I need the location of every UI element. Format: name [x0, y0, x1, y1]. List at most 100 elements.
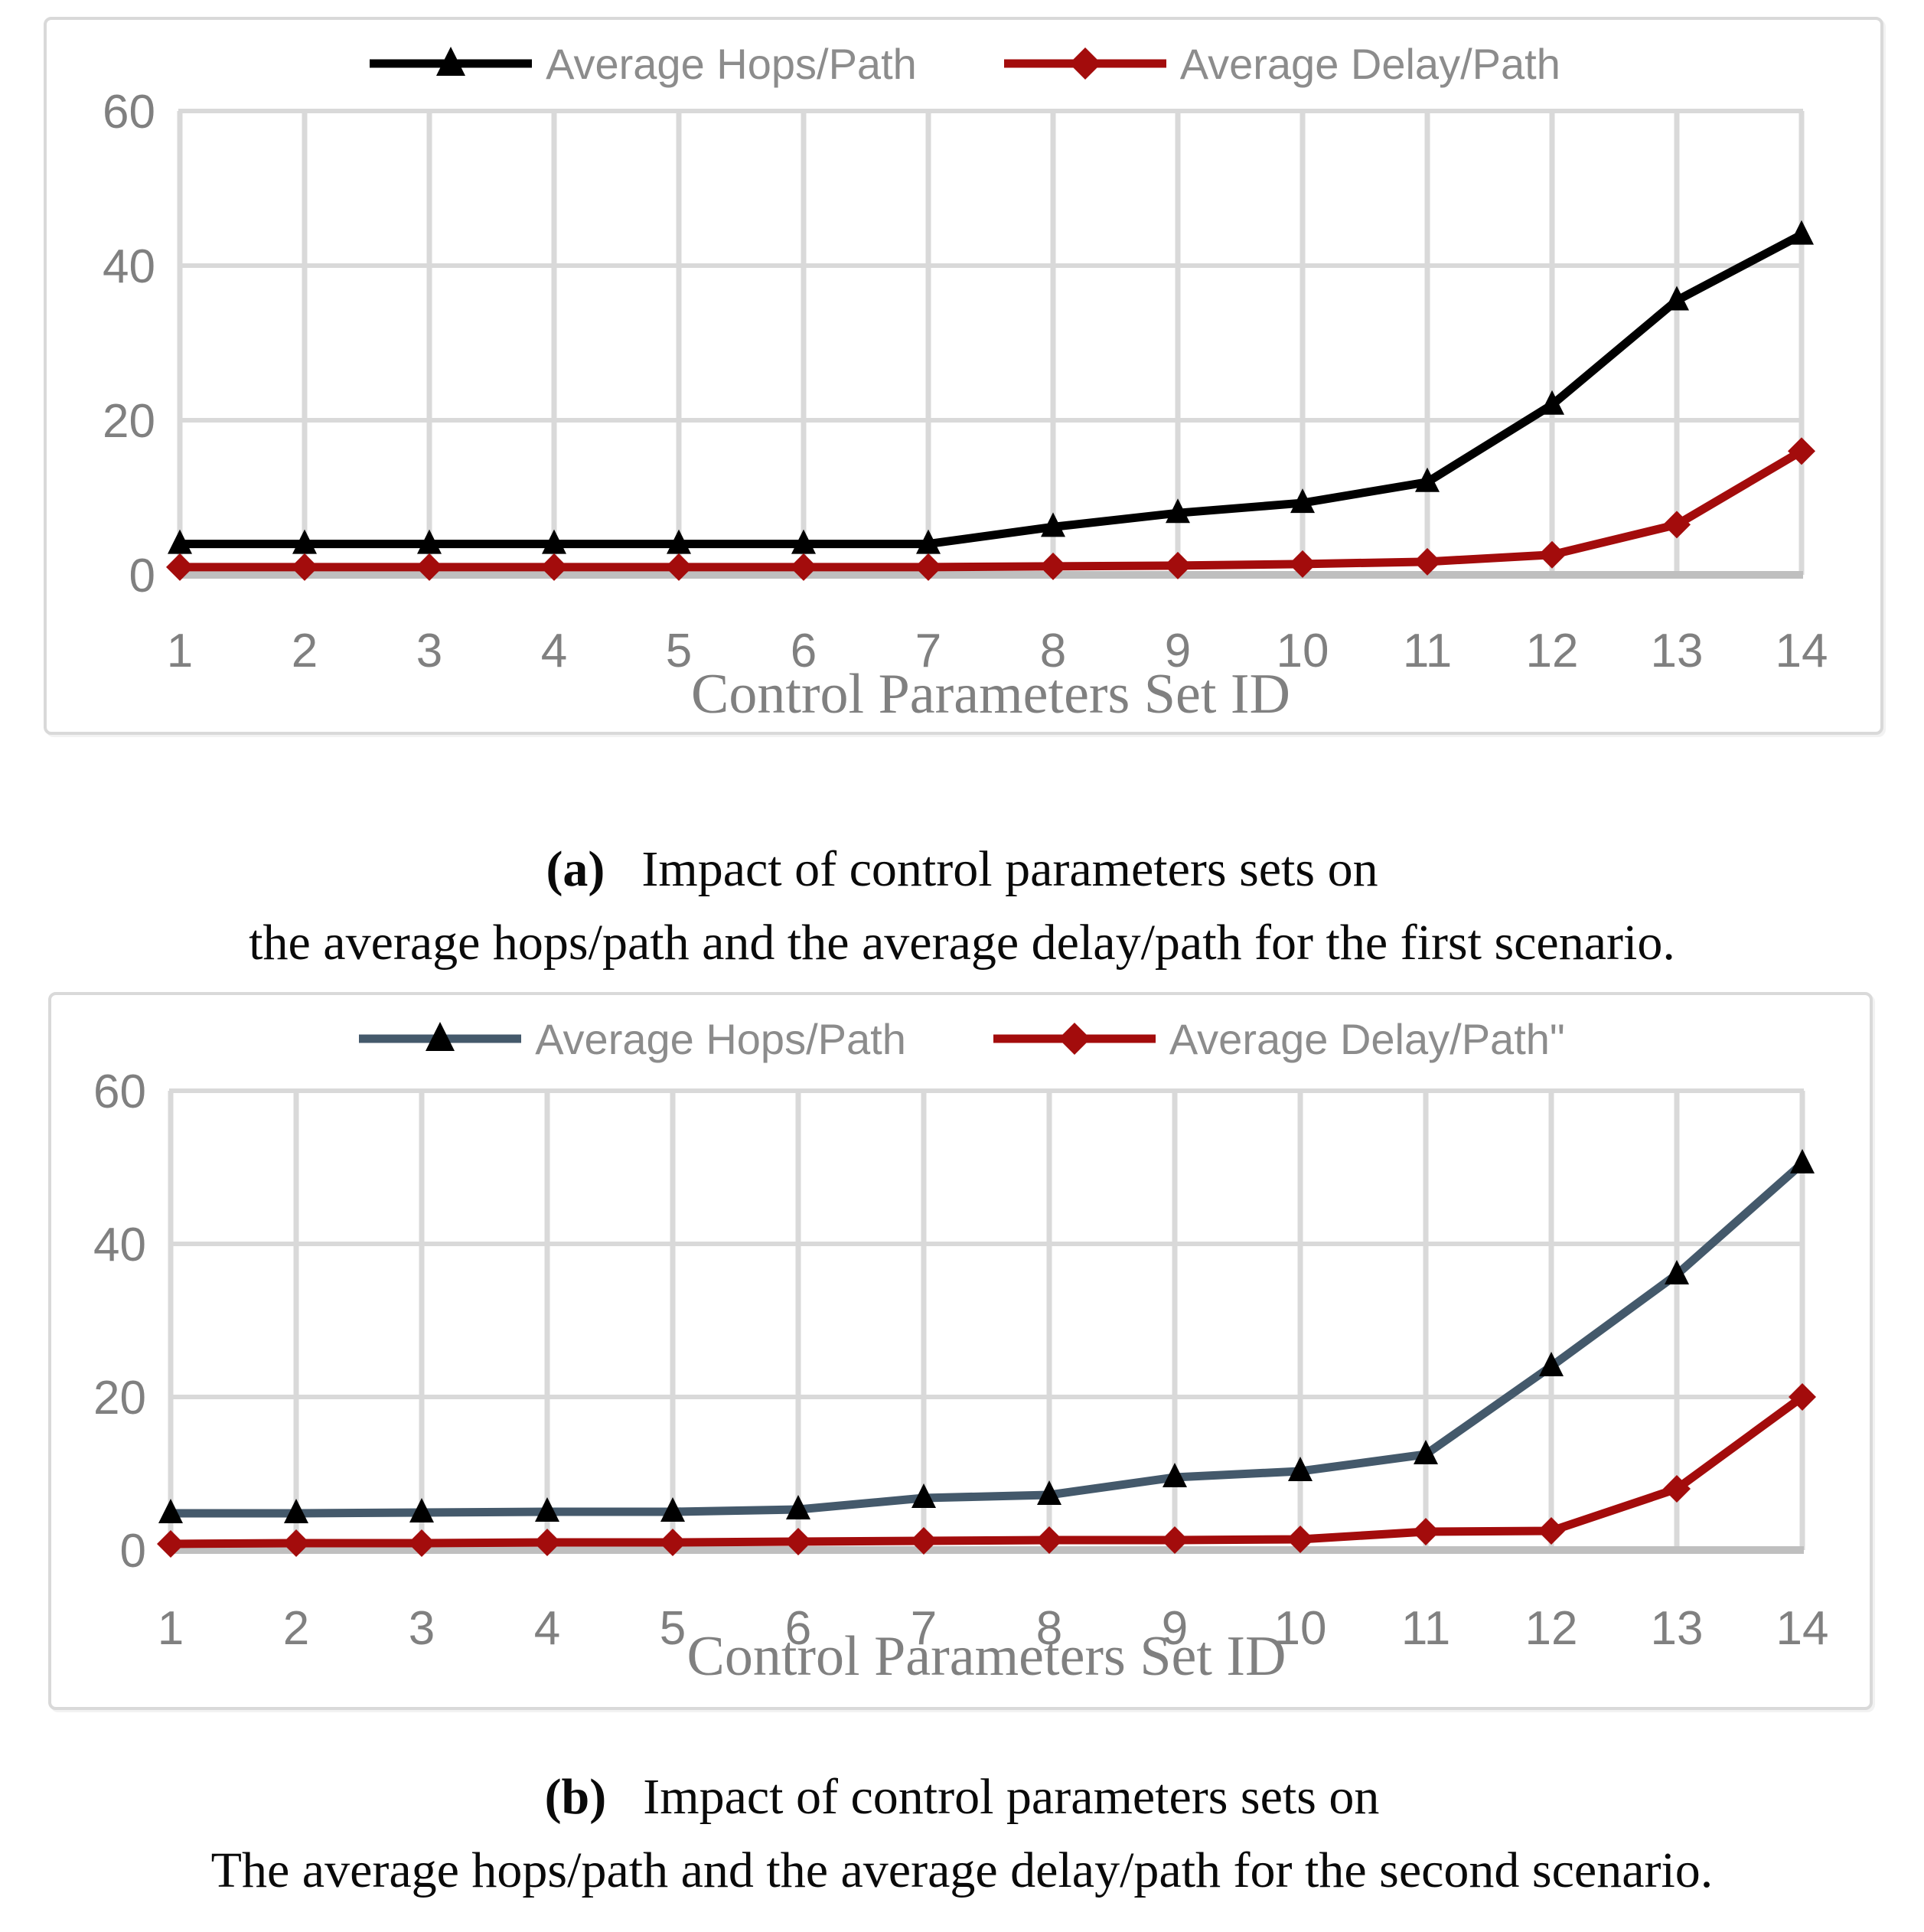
x-tick-label: 4: [534, 1602, 560, 1655]
caption-b-line1: (b) Impact of control parameters sets on: [0, 1761, 1924, 1834]
diamond-marker: [790, 553, 817, 581]
x-tick-label: 6: [785, 1602, 811, 1655]
diamond-marker: [416, 553, 443, 581]
x-tick-label: 9: [1162, 1602, 1188, 1655]
triangle-marker: [1166, 498, 1190, 524]
x-tick-label: 7: [915, 625, 941, 677]
legend-item-delay: Average Delay/Path": [990, 1014, 1565, 1064]
caption-a-line2: the average hops/path and the average de…: [249, 915, 1675, 971]
hops-line-triangle-icon: [359, 1022, 522, 1051]
diamond-marker: [1058, 1023, 1091, 1055]
diamond-marker: [1068, 47, 1101, 80]
diamond-marker: [540, 553, 568, 581]
y-tick-label: 20: [103, 395, 155, 448]
triangle-marker: [1540, 390, 1564, 415]
triangle-marker: [791, 529, 816, 554]
legend-item-delay: Average Delay/Path: [1001, 39, 1560, 89]
triangle-marker: [911, 1483, 936, 1508]
triangle-marker: [1163, 1463, 1187, 1487]
diamond-marker: [1789, 1383, 1816, 1411]
diamond-marker: [1035, 1526, 1063, 1554]
triangle-marker: [1037, 1480, 1061, 1505]
legend-item-hops: Average Hops/Path: [367, 39, 917, 89]
triangle-marker: [1789, 220, 1814, 245]
x-axis-title: Control Parameters Set ID: [687, 1625, 1286, 1688]
x-tick-label: 10: [1277, 625, 1329, 677]
diamond-marker: [533, 1529, 561, 1556]
triangle-marker: [426, 1022, 455, 1051]
triangle-marker: [436, 47, 466, 76]
diamond-marker: [166, 553, 194, 581]
x-tick-label: 1: [167, 625, 193, 677]
x-tick-label: 6: [791, 625, 817, 677]
x-tick-label: 14: [1776, 1602, 1829, 1655]
x-tick-label: 5: [660, 1602, 686, 1655]
y-tick-label: 60: [93, 1066, 146, 1118]
x-tick-label: 11: [1401, 1602, 1450, 1655]
y-tick-label: 20: [93, 1372, 146, 1425]
diamond-marker: [1538, 540, 1566, 569]
y-tick-label: 40: [93, 1219, 146, 1271]
triangle-marker: [168, 529, 192, 554]
diamond-marker: [1289, 550, 1316, 578]
x-tick-label: 12: [1526, 625, 1579, 677]
diamond-marker: [659, 1529, 686, 1556]
triangle-marker: [1414, 1440, 1438, 1464]
x-tick-label: 13: [1651, 625, 1704, 677]
diamond-marker: [1663, 511, 1691, 539]
triangle-marker: [284, 1499, 308, 1523]
x-tick-label: 2: [283, 1602, 309, 1655]
triangle-marker: [786, 1495, 810, 1519]
caption-a: (a) Impact of control parameters sets on …: [0, 833, 1924, 980]
x-tick-label: 10: [1274, 1602, 1327, 1655]
y-tick-label: 60: [103, 86, 155, 139]
hops-line-triangle-icon: [370, 47, 533, 76]
x-tick-label: 9: [1165, 625, 1191, 677]
diamond-marker: [1414, 547, 1441, 576]
caption-b-text1: Impact of control parameters sets on: [643, 1769, 1380, 1825]
legend-b: Average Hops/Path Average Delay/Path": [51, 1012, 1870, 1066]
triangle-marker: [1288, 1457, 1313, 1481]
diamond-marker: [157, 1530, 184, 1558]
y-tick-label: 0: [120, 1525, 146, 1578]
diamond-marker: [1039, 552, 1067, 580]
triangle-marker: [542, 529, 566, 554]
legend-item-hops: Average Hops/Path: [356, 1014, 906, 1064]
x-tick-label: 8: [1040, 625, 1066, 677]
x-tick-label: 4: [541, 625, 567, 677]
y-tick-label: 40: [103, 240, 155, 293]
x-axis-title: Control Parameters Set ID: [691, 663, 1290, 726]
x-tick-label: 1: [158, 1602, 184, 1655]
caption-b-line2: The average hops/path and the average de…: [210, 1842, 1714, 1898]
diamond-marker: [1788, 437, 1815, 465]
triangle-marker: [535, 1497, 559, 1522]
series-line-hops: [166, 1159, 1807, 1518]
triangle-marker: [916, 529, 941, 554]
triangle-marker: [292, 529, 317, 554]
chart-panel-a: Average Hops/Path Average Delay/Path 0 20…: [44, 17, 1883, 735]
diamond-marker: [291, 553, 318, 581]
diamond-marker: [915, 553, 942, 581]
series-line-delay: [166, 1392, 1807, 1549]
diamond-marker: [408, 1529, 435, 1557]
diamond-marker: [665, 553, 693, 581]
x-tick-label: 2: [292, 625, 318, 677]
diamond-marker: [910, 1527, 938, 1555]
legend-label-hops: Average Hops/Path: [535, 1014, 906, 1063]
diamond-marker: [282, 1529, 310, 1557]
legend-label-delay: Average Delay/Path": [1169, 1014, 1565, 1063]
x-tick-label: 11: [1403, 625, 1452, 677]
x-tick-label: 7: [911, 1602, 937, 1655]
series-line-hops: [175, 230, 1806, 549]
x-tick-label: 3: [416, 625, 442, 677]
diamond-marker: [1412, 1518, 1440, 1545]
triangle-marker: [660, 1497, 685, 1522]
triangle-marker: [1665, 1260, 1689, 1284]
legend-label-delay: Average Delay/Path: [1179, 39, 1560, 88]
triangle-marker: [1790, 1149, 1815, 1173]
legend-label-hops: Average Hops/Path: [546, 39, 917, 88]
diamond-marker: [784, 1528, 812, 1555]
diamond-marker: [1286, 1526, 1314, 1553]
